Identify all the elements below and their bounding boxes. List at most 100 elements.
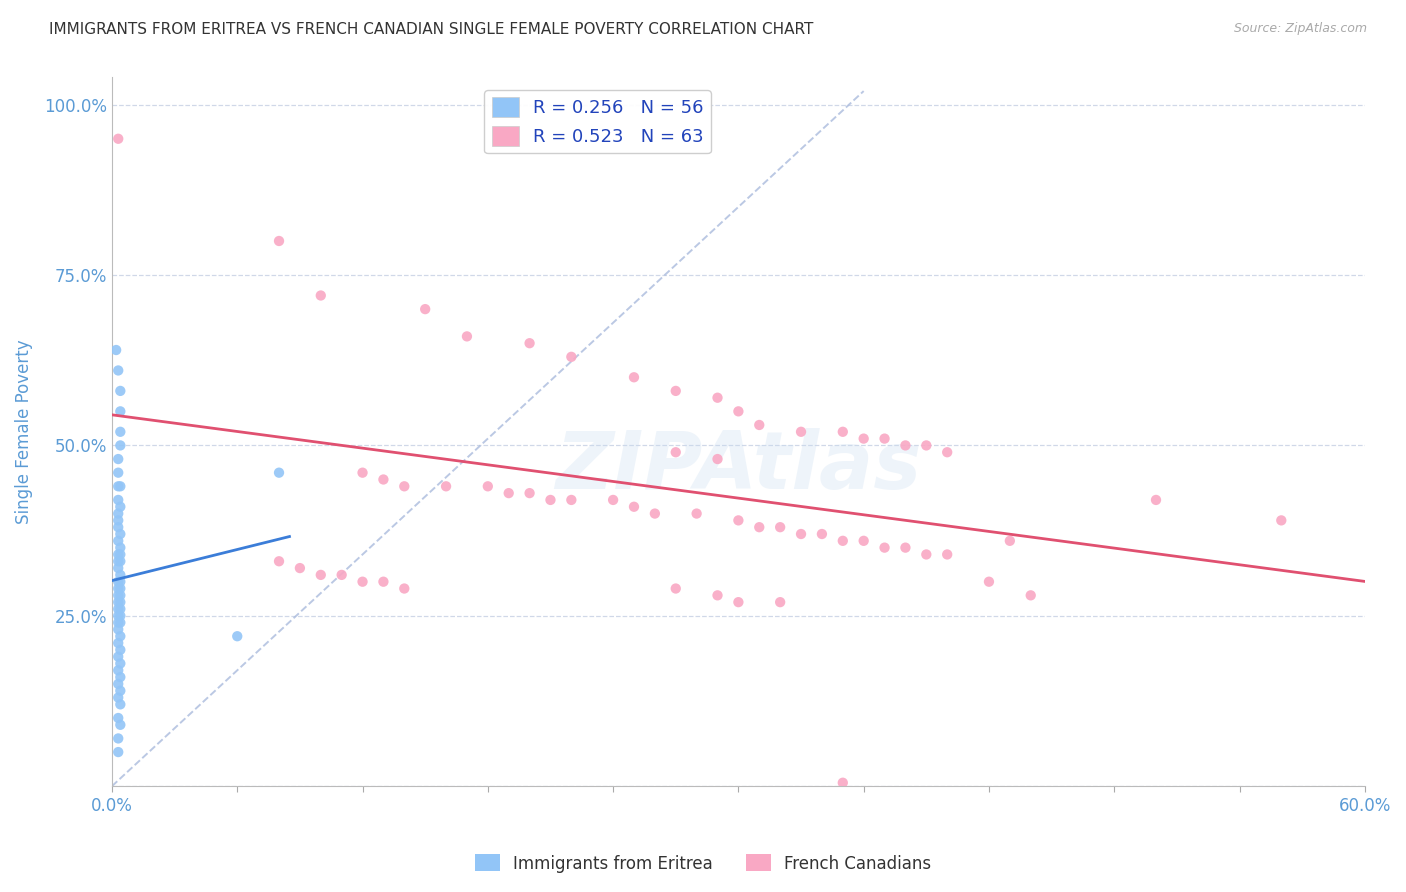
Point — [1270, 513, 1292, 527]
Point — [107, 507, 129, 521]
Point — [226, 629, 249, 643]
Point — [107, 745, 129, 759]
Point — [267, 234, 290, 248]
Point — [831, 776, 853, 790]
Point — [560, 492, 582, 507]
Point — [110, 527, 132, 541]
Point — [352, 466, 374, 480]
Point — [110, 670, 132, 684]
Point — [977, 574, 1000, 589]
Point — [110, 582, 132, 596]
Point — [748, 520, 770, 534]
Point — [105, 343, 128, 357]
Point — [540, 492, 562, 507]
Text: Source: ZipAtlas.com: Source: ZipAtlas.com — [1233, 22, 1367, 36]
Point — [110, 438, 132, 452]
Point — [748, 417, 770, 432]
Point — [107, 588, 129, 602]
Point — [852, 533, 875, 548]
Point — [267, 466, 290, 480]
Text: IMMIGRANTS FROM ERITREA VS FRENCH CANADIAN SINGLE FEMALE POVERTY CORRELATION CHA: IMMIGRANTS FROM ERITREA VS FRENCH CANADI… — [49, 22, 814, 37]
Point — [706, 588, 728, 602]
Point — [373, 574, 395, 589]
Point — [373, 473, 395, 487]
Point — [706, 391, 728, 405]
Legend: R = 0.256   N = 56, R = 0.523   N = 63: R = 0.256 N = 56, R = 0.523 N = 63 — [484, 90, 711, 153]
Point — [107, 479, 129, 493]
Point — [1144, 492, 1167, 507]
Point — [107, 608, 129, 623]
Point — [107, 520, 129, 534]
Point — [110, 568, 132, 582]
Point — [519, 486, 541, 500]
Point — [107, 492, 129, 507]
Point — [107, 513, 129, 527]
Point — [107, 548, 129, 562]
Point — [665, 384, 688, 398]
Point — [560, 350, 582, 364]
Point — [110, 629, 132, 643]
Point — [790, 425, 813, 439]
Point — [110, 602, 132, 616]
Point — [665, 445, 688, 459]
Point — [873, 541, 896, 555]
Point — [107, 561, 129, 575]
Point — [623, 370, 645, 384]
Point — [477, 479, 499, 493]
Point — [107, 649, 129, 664]
Point — [936, 548, 959, 562]
Point — [915, 548, 938, 562]
Point — [110, 718, 132, 732]
Point — [110, 595, 132, 609]
Point — [107, 615, 129, 630]
Point — [267, 554, 290, 568]
Point — [456, 329, 478, 343]
Point — [831, 533, 853, 548]
Point — [288, 561, 311, 575]
Text: ZIPAtlas: ZIPAtlas — [555, 428, 921, 507]
Point — [706, 452, 728, 467]
Point — [831, 425, 853, 439]
Point — [110, 404, 132, 418]
Point — [434, 479, 457, 493]
Point — [110, 608, 132, 623]
Point — [769, 595, 792, 609]
Point — [107, 636, 129, 650]
Point — [107, 554, 129, 568]
Point — [309, 568, 332, 582]
Point — [498, 486, 520, 500]
Point — [1019, 588, 1042, 602]
Point — [998, 533, 1021, 548]
Point — [413, 302, 436, 317]
Point — [107, 711, 129, 725]
Point — [665, 582, 688, 596]
Point — [107, 363, 129, 377]
Point — [107, 677, 129, 691]
Point — [110, 425, 132, 439]
Point — [110, 541, 132, 555]
Point — [110, 384, 132, 398]
Point — [894, 541, 917, 555]
Point — [110, 615, 132, 630]
Y-axis label: Single Female Poverty: Single Female Poverty — [15, 340, 32, 524]
Point — [790, 527, 813, 541]
Point — [623, 500, 645, 514]
Point — [394, 479, 416, 493]
Point — [107, 623, 129, 637]
Point — [602, 492, 624, 507]
Point — [894, 438, 917, 452]
Point — [110, 554, 132, 568]
Point — [107, 574, 129, 589]
Point — [852, 432, 875, 446]
Point — [107, 466, 129, 480]
Point — [107, 533, 129, 548]
Point — [107, 731, 129, 746]
Point — [107, 452, 129, 467]
Point — [519, 336, 541, 351]
Point — [110, 657, 132, 671]
Point — [873, 432, 896, 446]
Point — [769, 520, 792, 534]
Point — [110, 643, 132, 657]
Point — [107, 582, 129, 596]
Point — [685, 507, 707, 521]
